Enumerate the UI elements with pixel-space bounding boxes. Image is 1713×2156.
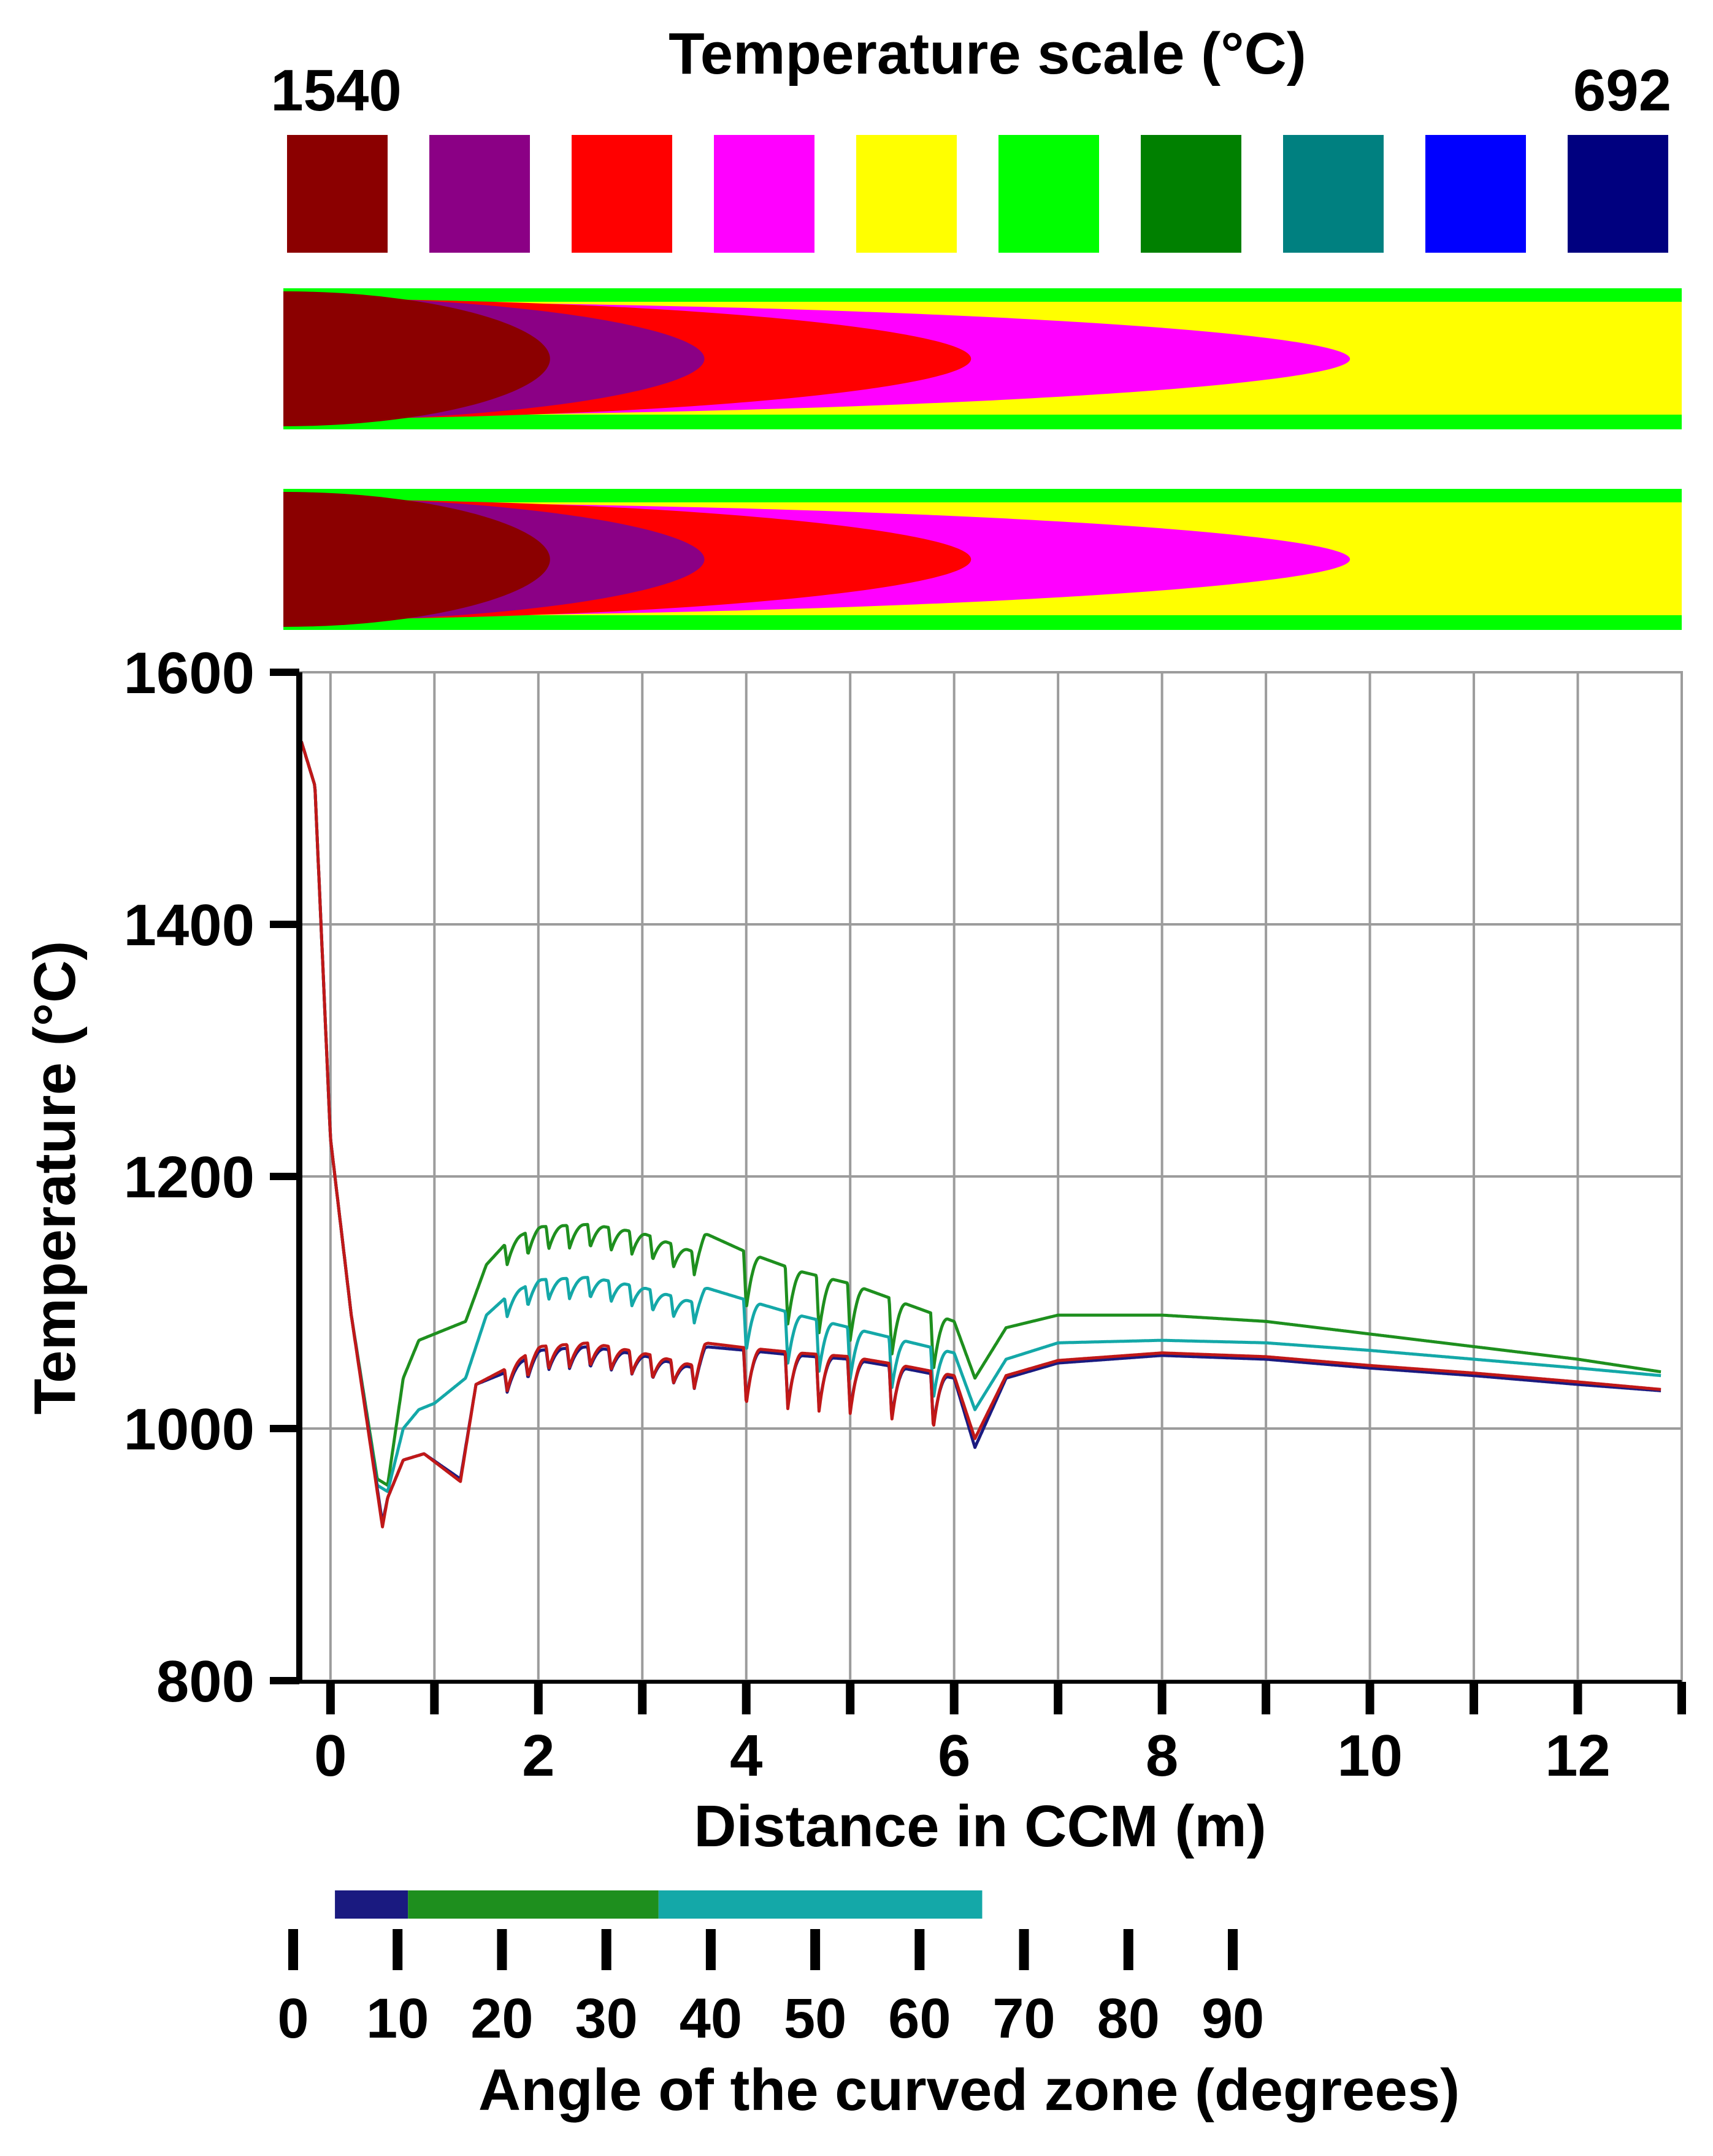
y-tick-label: 1000 bbox=[123, 1397, 255, 1462]
angle-tick-label: 20 bbox=[470, 1987, 533, 2050]
x-axis-title: Distance in CCM (m) bbox=[694, 1793, 1266, 1859]
y-tick-label: 1200 bbox=[123, 1145, 255, 1210]
x-tick-label: 6 bbox=[938, 1723, 970, 1789]
scale-swatch-3 bbox=[572, 135, 672, 253]
angle-tick-label: 70 bbox=[992, 1987, 1055, 2050]
scale-swatch-6 bbox=[998, 135, 1099, 253]
isotherm-zone-1 bbox=[283, 291, 550, 426]
series-layer bbox=[300, 741, 1662, 1529]
upper-slab-section bbox=[283, 288, 1682, 429]
x-tick-label: 2 bbox=[522, 1723, 554, 1789]
angle-axis-title: Angle of the curved zone (degrees) bbox=[478, 2057, 1460, 2123]
x-tick-label: 0 bbox=[314, 1723, 347, 1789]
chart-grid bbox=[298, 671, 1683, 1682]
angle-axis: 0 10 20 30 40 50 60 70 80 90 bbox=[277, 1929, 1264, 2050]
angle-tick-label: 90 bbox=[1201, 1987, 1264, 2050]
series-green bbox=[300, 741, 1662, 1487]
angle-tick-label: 10 bbox=[366, 1987, 429, 2050]
series-navy bbox=[300, 741, 1662, 1525]
temperature-scale-swatches bbox=[287, 135, 1668, 253]
x-tick-label: 10 bbox=[1337, 1723, 1403, 1789]
angle-bar-chart: 0 10 20 30 40 50 60 70 80 90 Angle of the curved … bbox=[277, 1890, 1460, 2123]
angle-tick-label: 60 bbox=[888, 1987, 951, 2050]
x-tick-label: 12 bbox=[1545, 1723, 1611, 1789]
temperature-line-chart: 800 1000 1200 1400 1600 0 2 4 6 8 10 12 Distance i… bbox=[22, 640, 1686, 1859]
angle-tick-label: 50 bbox=[784, 1987, 846, 2050]
y-tick-label: 800 bbox=[156, 1649, 255, 1714]
y-tick-label: 1600 bbox=[123, 640, 255, 706]
y-axis-title: Temperature (°C) bbox=[22, 941, 88, 1415]
angle-tick-label: 80 bbox=[1097, 1987, 1160, 2050]
series-teal bbox=[300, 741, 1662, 1493]
scale-swatch-1 bbox=[287, 135, 388, 253]
angle-segment-2 bbox=[408, 1890, 659, 1919]
lower-slab-section bbox=[283, 489, 1682, 630]
isotherm-zone-1 bbox=[283, 492, 550, 627]
scale-swatch-7 bbox=[1141, 135, 1241, 253]
y-axis: 800 1000 1200 1400 1600 bbox=[123, 640, 302, 1714]
angle-segment-3 bbox=[658, 1890, 983, 1919]
x-tick-label: 8 bbox=[1146, 1723, 1178, 1789]
x-tick-label: 4 bbox=[730, 1723, 762, 1789]
scale-swatch-4 bbox=[714, 135, 814, 253]
scale-swatch-5 bbox=[856, 135, 957, 253]
angle-tick-label: 0 bbox=[277, 1987, 308, 2050]
series-red bbox=[300, 741, 1662, 1529]
scale-swatch-9 bbox=[1425, 135, 1526, 253]
scale-swatch-2 bbox=[429, 135, 530, 253]
angle-tick-label: 40 bbox=[680, 1987, 742, 2050]
scale-swatch-8 bbox=[1283, 135, 1384, 253]
scale-swatch-10 bbox=[1568, 135, 1668, 253]
angle-tick-label: 30 bbox=[575, 1987, 637, 2050]
x-axis: 0 2 4 6 8 10 12 bbox=[299, 1680, 1686, 1789]
scale-max-label: 1540 bbox=[270, 58, 402, 123]
scale-min-label: 692 bbox=[1573, 58, 1671, 123]
angle-segments bbox=[335, 1890, 983, 1919]
y-tick-label: 1400 bbox=[123, 892, 255, 958]
angle-segment-1 bbox=[335, 1890, 408, 1919]
scale-title: Temperature scale (°C) bbox=[669, 21, 1306, 86]
